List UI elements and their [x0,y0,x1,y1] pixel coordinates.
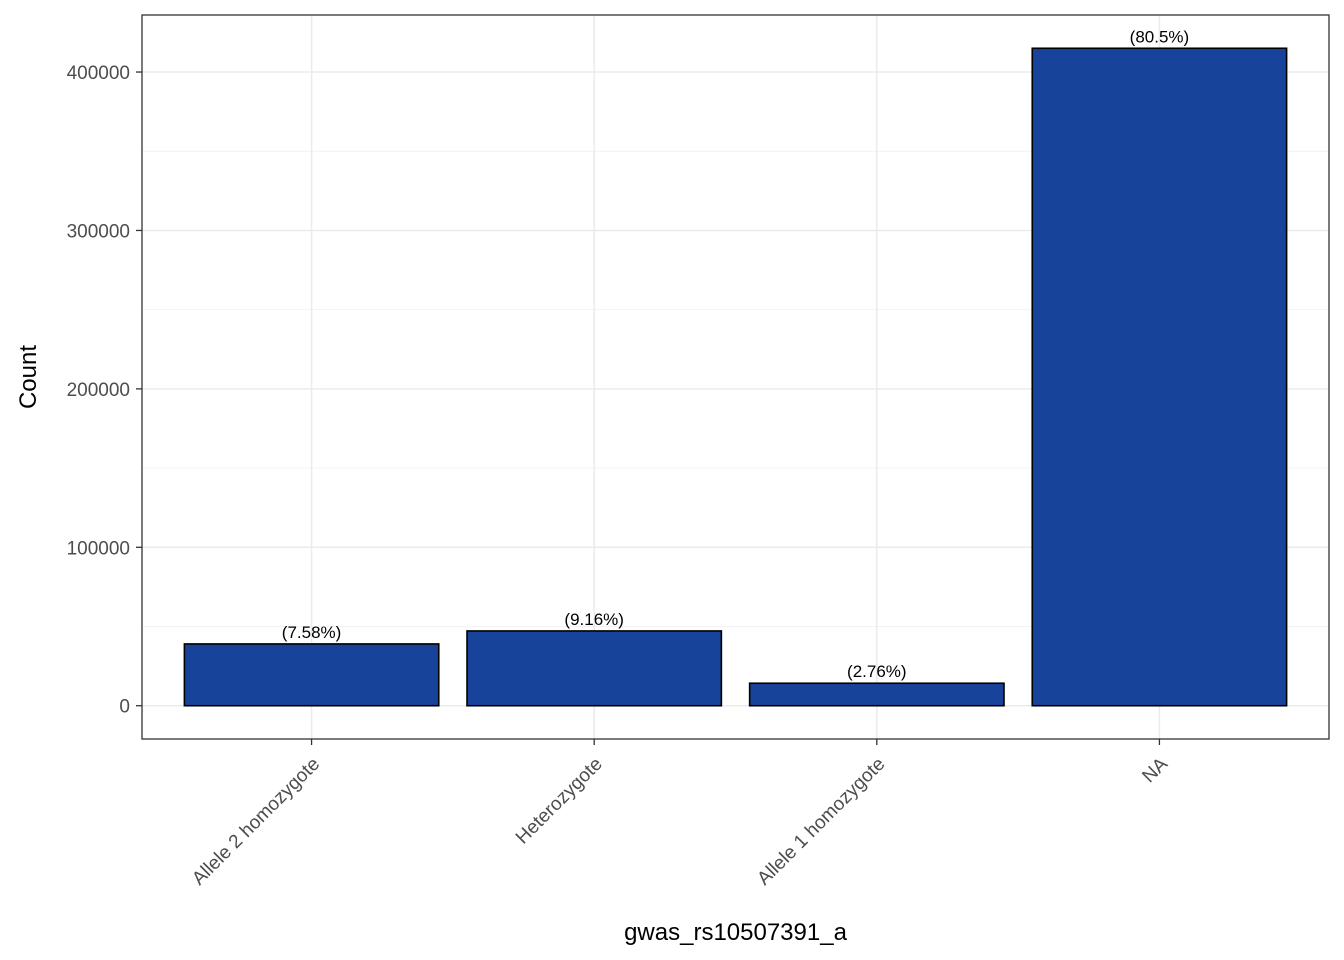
grid-lines [142,15,1329,739]
y-tick-label: 200000 [67,380,130,401]
y-tick-label: 0 [119,697,130,718]
bar [466,630,723,707]
bar-value-label: (2.76%) [847,662,907,681]
panel-border [141,14,1330,740]
bar-value-label: (80.5%) [1130,27,1190,46]
bar [183,643,440,707]
bar [748,682,1005,707]
bar-value-label: (7.58%) [282,623,342,642]
bars [183,47,1288,707]
x-axis-title: gwas_rs10507391_a [624,919,847,946]
bar-labels: (7.58%) (9.16%) (2.76%) (80.5%) [282,27,1189,681]
bar [1031,47,1288,707]
y-tick-label: 400000 [67,63,130,84]
y-tick-label: 100000 [67,538,130,559]
y-tick-label: 300000 [67,221,130,242]
y-axis-title: Count [15,345,42,409]
bar-value-label: (9.16%) [564,610,624,629]
